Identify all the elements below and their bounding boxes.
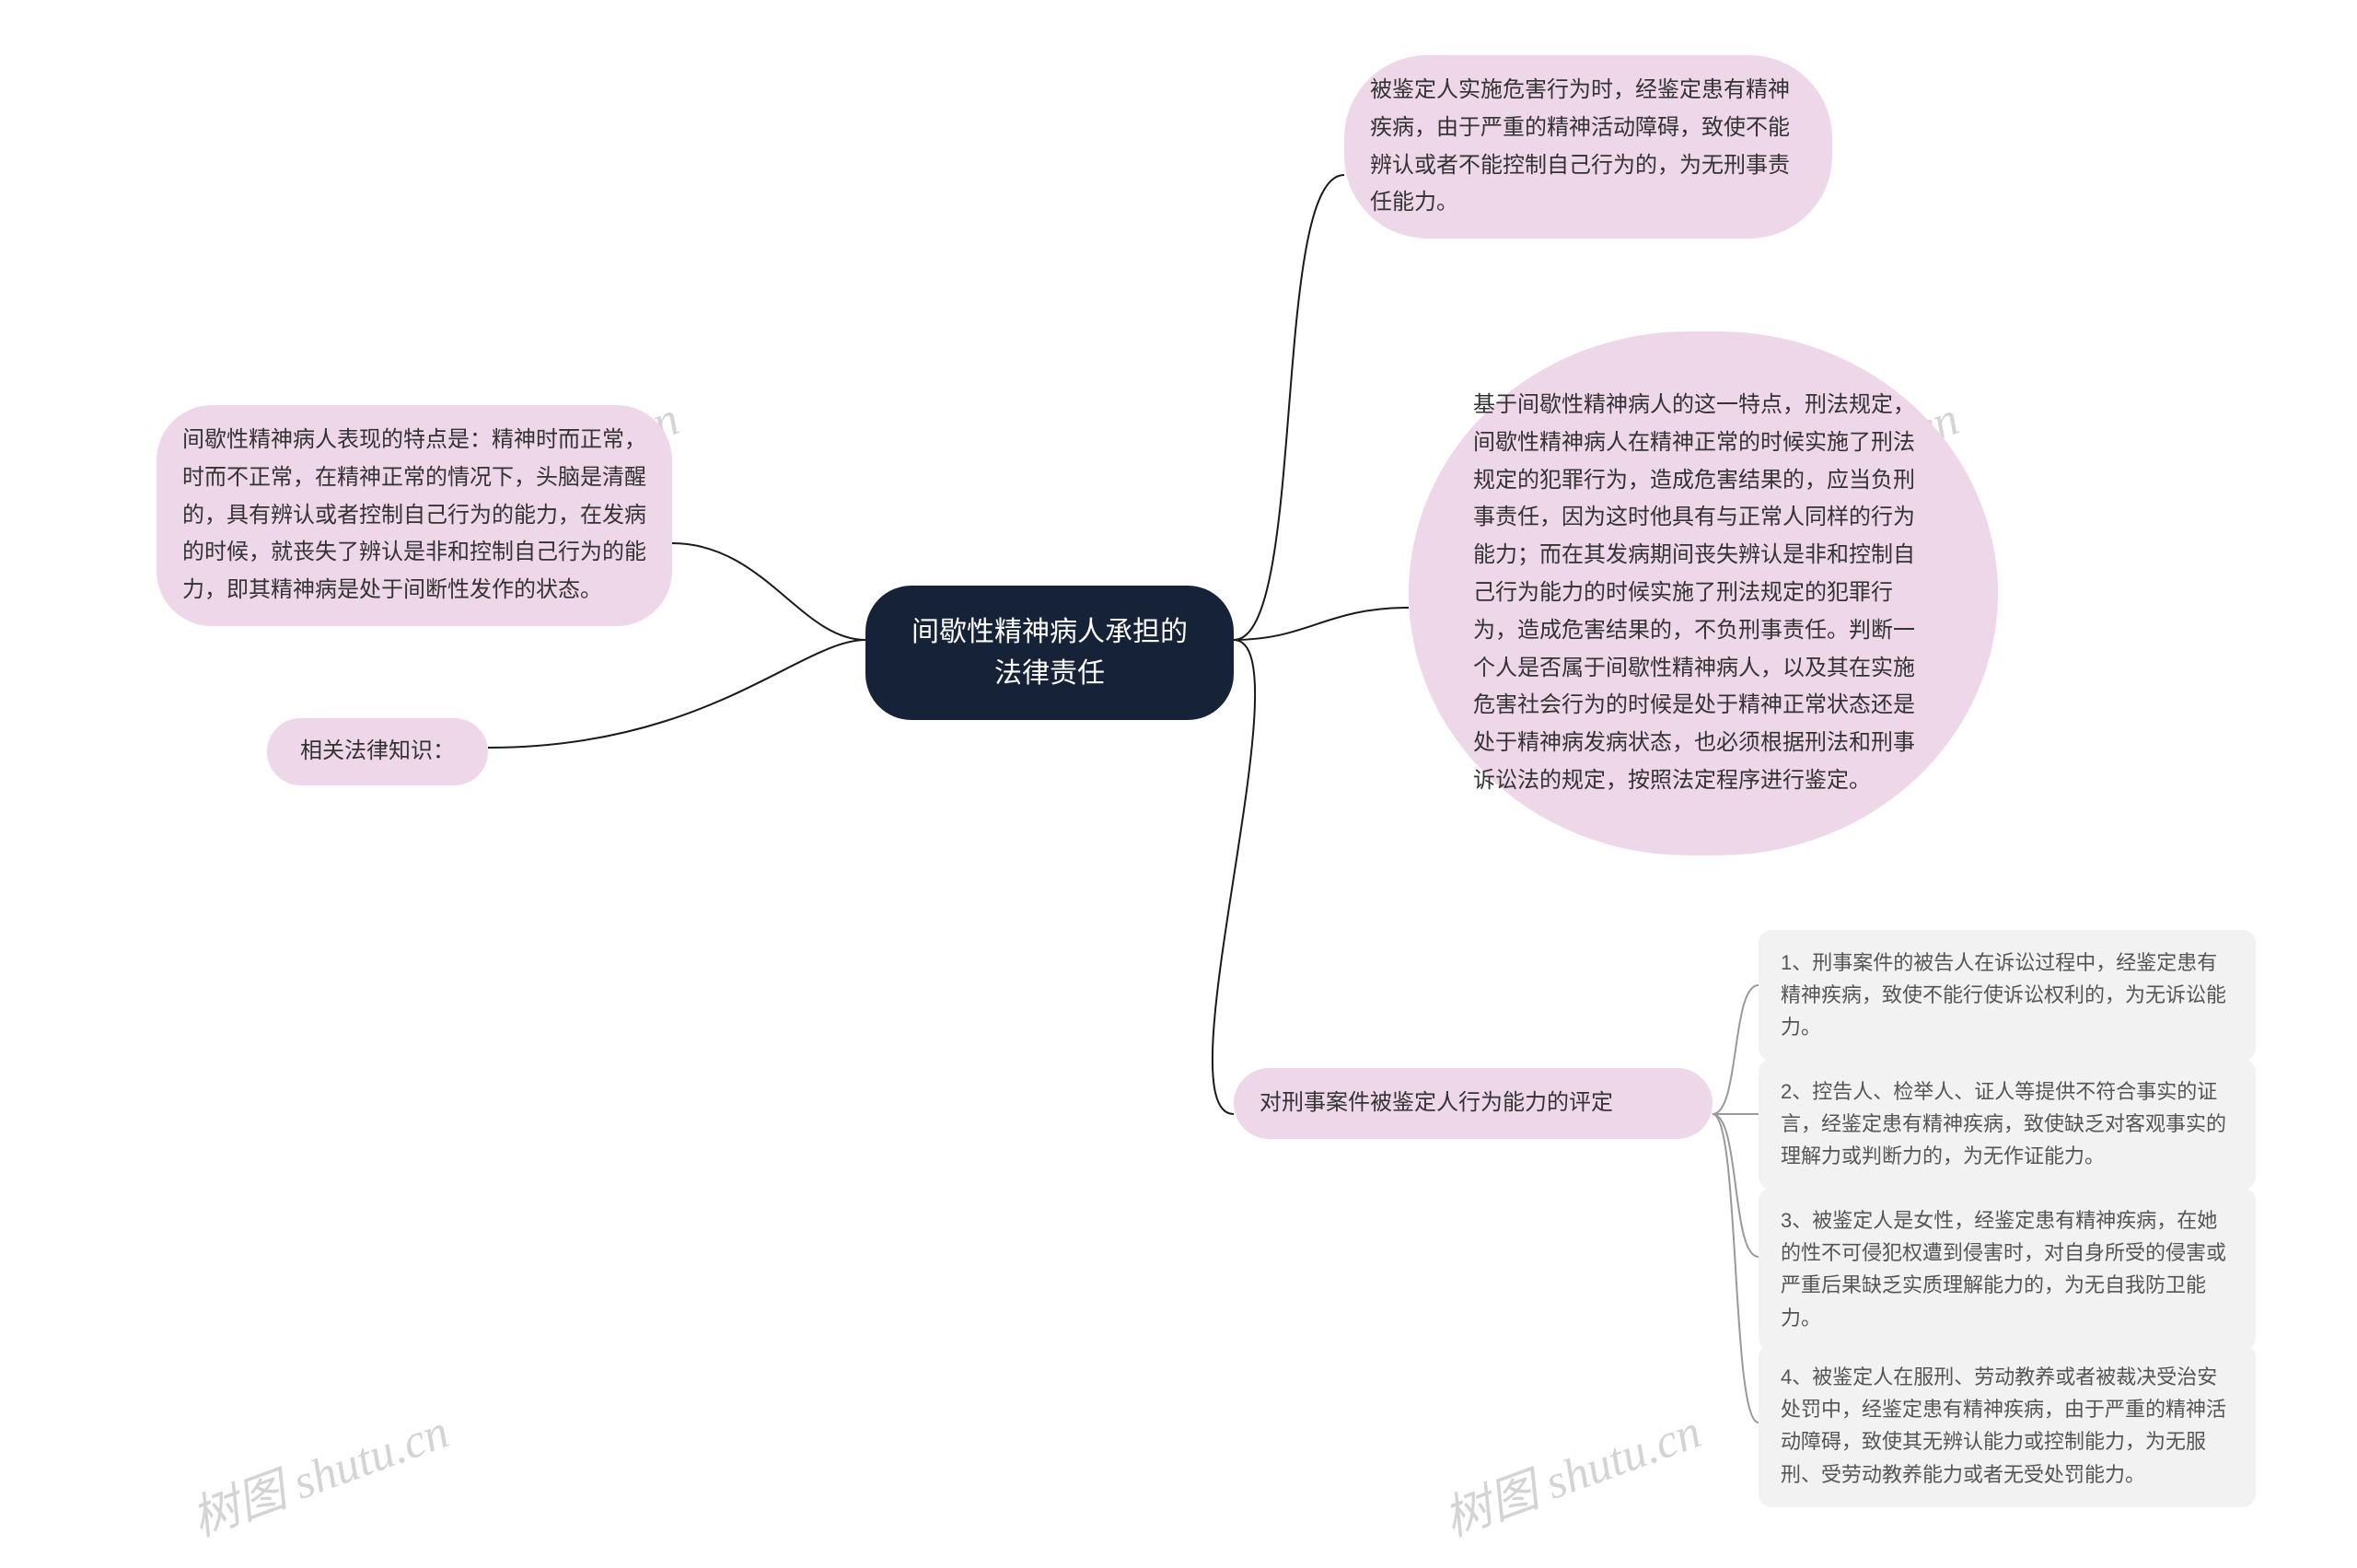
left-node-characteristics: 间歇性精神病人表现的特点是：精神时而正常，时而不正常，在精神正常的情况下，头脑是… [157, 405, 672, 626]
center-node: 间歇性精神病人承担的法律责任 [865, 586, 1234, 720]
child-node-2: 2、控告人、检举人、证人等提供不符合事实的证言，经鉴定患有精神疾病，致使缺乏对客… [1759, 1059, 2256, 1190]
right-node-criminal-law: 基于间歇性精神病人的这一特点，刑法规定，间歇性精神病人在精神正常的时候实施了刑法… [1409, 331, 1998, 855]
left-node-legal-knowledge: 相关法律知识： [267, 718, 488, 785]
child-node-3: 3、被鉴定人是女性，经鉴定患有精神疾病，在她的性不可侵犯权遭到侵害时，对自身所受… [1759, 1188, 2256, 1351]
watermark: 树图 shutu.cn [180, 1392, 457, 1549]
right-node-no-responsibility: 被鉴定人实施危害行为时，经鉴定患有精神疾病，由于严重的精神活动障碍，致使不能辨认… [1344, 55, 1832, 238]
watermark: 树图 shutu.cn [1433, 1392, 1709, 1549]
child-node-4: 4、被鉴定人在服刑、劳动教养或者被裁决受治安处罚中，经鉴定患有精神疾病，由于严重… [1759, 1344, 2256, 1507]
child-node-1: 1、刑事案件的被告人在诉讼过程中，经鉴定患有精神疾病，致使不能行使诉讼权利的，为… [1759, 930, 2256, 1061]
right-node-capacity-evaluation: 对刑事案件被鉴定人行为能力的评定 [1234, 1068, 1713, 1139]
mindmap-canvas: 树图 shutu.cn 树图 shutu.cn 树图 shutu.cn 树图 s… [0, 0, 2357, 1568]
